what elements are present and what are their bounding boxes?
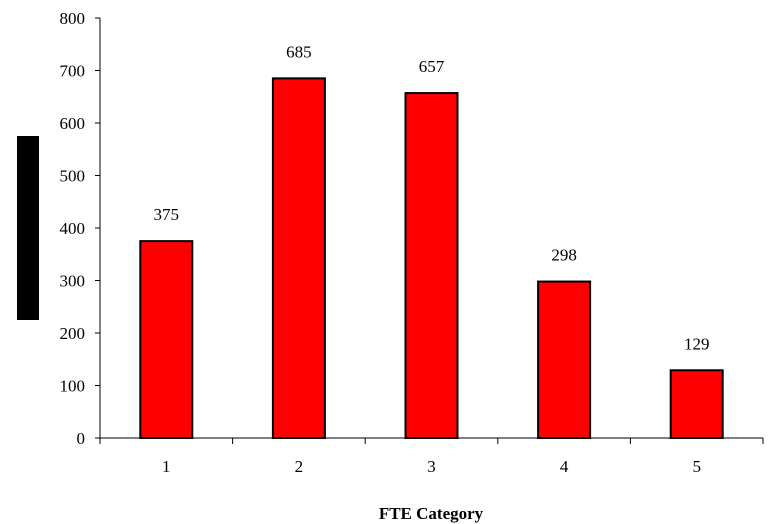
y-tick-label: 500 <box>60 167 86 186</box>
y-tick-label: 0 <box>77 429 86 448</box>
bar <box>404 92 459 439</box>
x-tick-label: 5 <box>692 457 701 476</box>
x-axis-title: FTE Category <box>379 504 484 523</box>
bar-value-label: 298 <box>551 246 577 265</box>
bar <box>271 77 326 439</box>
y-axis-title-redaction <box>17 136 39 320</box>
bar-value-label: 657 <box>419 57 445 76</box>
x-tick-label: 1 <box>162 457 171 476</box>
bar-value-label: 685 <box>286 42 312 61</box>
y-tick-label: 100 <box>60 377 86 396</box>
y-tick-label: 800 <box>60 9 86 28</box>
bar <box>537 280 592 439</box>
x-tick-label: 2 <box>295 457 304 476</box>
y-tick-label: 600 <box>60 114 86 133</box>
bar <box>669 369 724 439</box>
bar-value-label: 375 <box>154 205 180 224</box>
x-tick-label: 4 <box>560 457 569 476</box>
x-tick-label: 3 <box>427 457 436 476</box>
y-tick-label: 700 <box>60 62 86 81</box>
bar-value-label: 129 <box>684 334 710 353</box>
y-tick-label: 400 <box>60 219 86 238</box>
bar <box>139 240 194 439</box>
y-tick-label: 200 <box>60 324 86 343</box>
y-tick-label: 300 <box>60 272 86 291</box>
